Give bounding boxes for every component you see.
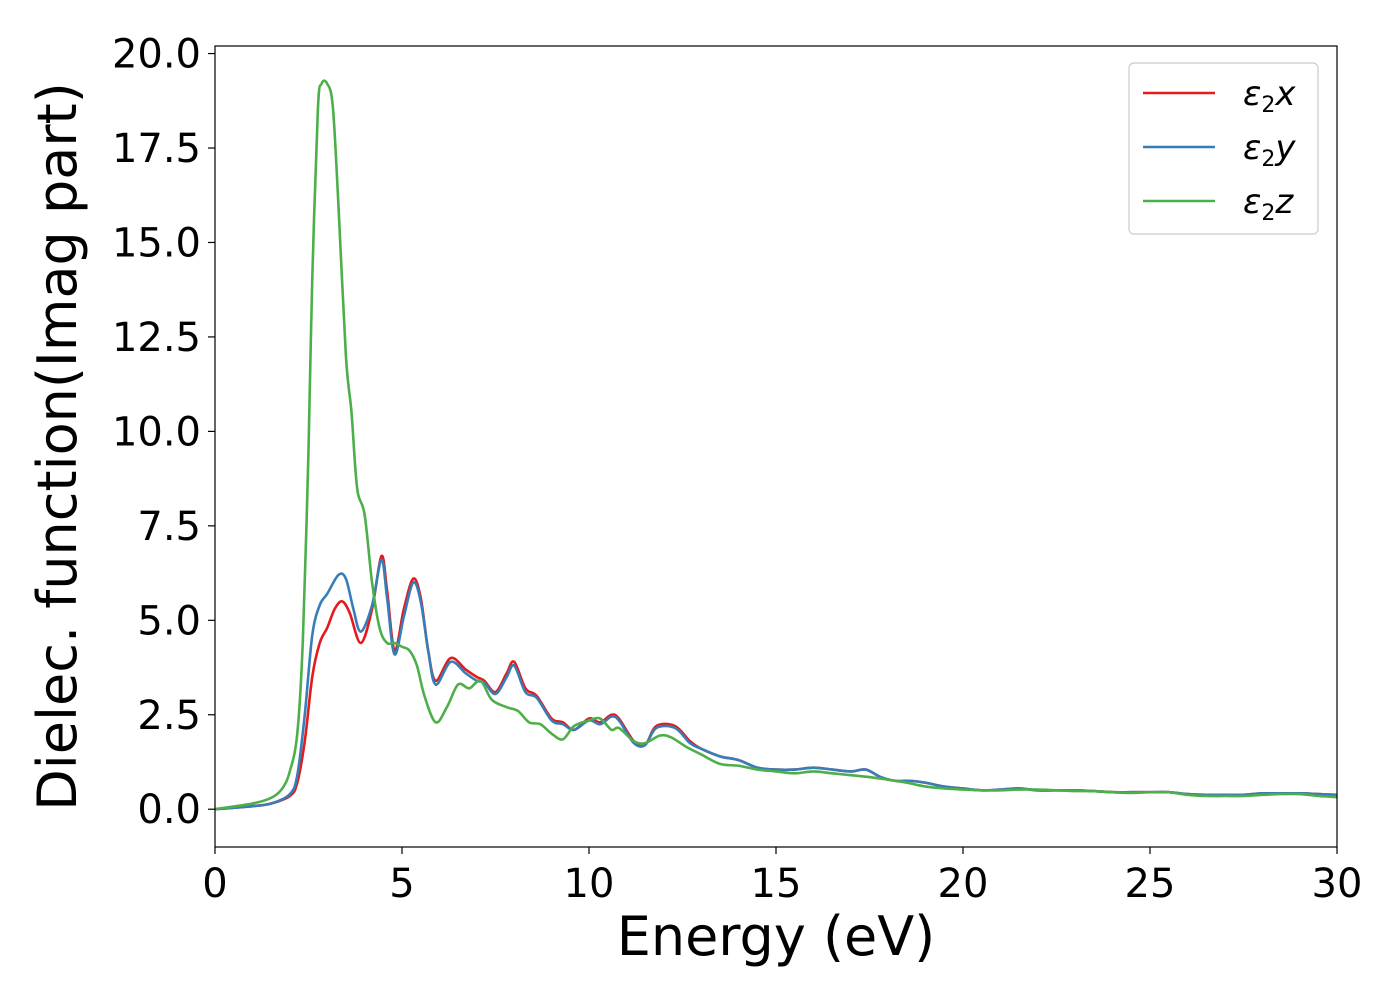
legend-label: ε2y (1243, 128, 1296, 172)
legend-label: ε2z (1243, 182, 1294, 226)
x-tick-label: 10 (564, 861, 615, 907)
x-axis-ticks: 0 5 10 15 20 25 30 (202, 847, 1362, 907)
y-tick-label: 0.0 (137, 787, 201, 833)
y-tick-label: 5.0 (137, 598, 201, 644)
x-tick-label: 0 (202, 861, 227, 907)
y-axis-label: Dielec. function(Imag part) (26, 82, 89, 811)
y-tick-label: 20.0 (112, 32, 201, 78)
y-tick-label: 7.5 (137, 504, 201, 550)
y-tick-label: 10.0 (112, 409, 201, 455)
legend-entry-z: ε2z (1143, 182, 1294, 226)
series-line-z (215, 79, 1337, 811)
legend-label: ε2x (1243, 74, 1296, 118)
y-axis-ticks: 0.0 2.5 5.0 7.5 10.0 12.5 15.0 17.5 20.0 (112, 32, 215, 833)
x-tick-label: 15 (751, 861, 802, 907)
legend: ε2x ε2y ε2z (1128, 62, 1319, 235)
y-tick-label: 2.5 (137, 693, 201, 739)
y-tick-label: 12.5 (112, 315, 201, 361)
legend-box (1128, 62, 1319, 235)
y-tick-label: 15.0 (112, 220, 201, 266)
y-tick-label: 17.5 (112, 126, 201, 172)
legend-entry-x: ε2x (1143, 74, 1296, 118)
legend-entry-y: ε2y (1143, 128, 1296, 172)
x-tick-label: 20 (938, 861, 989, 907)
x-axis-label: Energy (eV) (617, 905, 936, 968)
x-tick-label: 5 (389, 861, 414, 907)
x-tick-label: 30 (1312, 861, 1363, 907)
x-tick-label: 25 (1125, 861, 1176, 907)
plot-lines (215, 79, 1337, 811)
